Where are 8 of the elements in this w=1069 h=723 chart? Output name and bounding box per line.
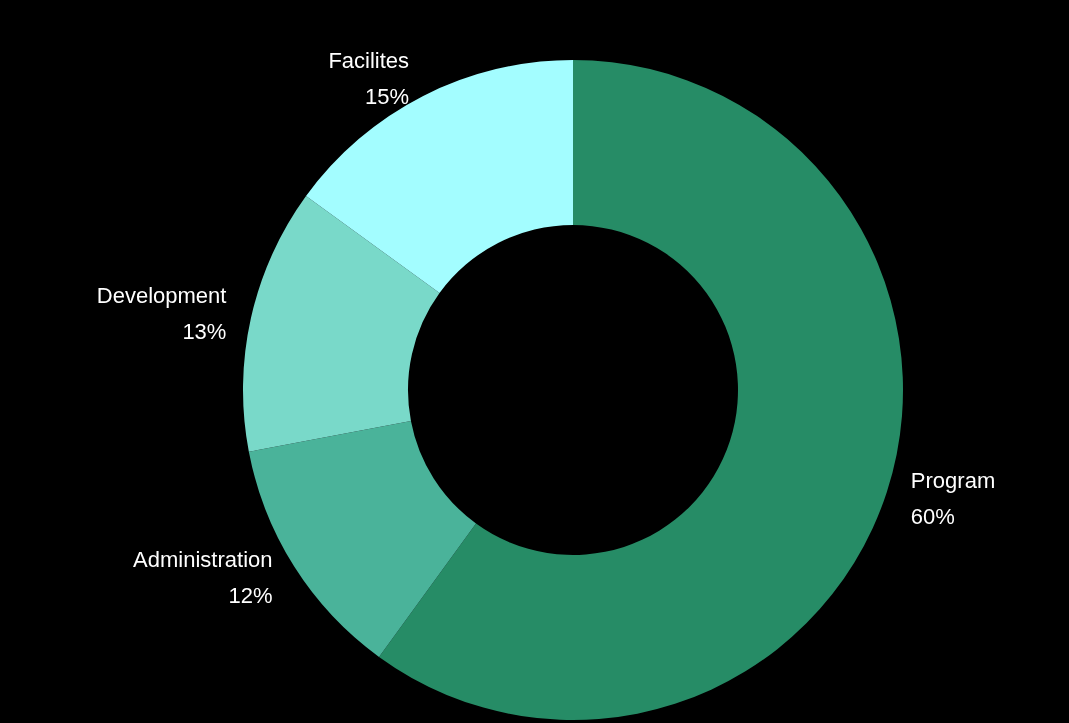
- data-label: 12%: [228, 583, 273, 609]
- data-label: 13%: [182, 319, 227, 345]
- slice-label: Program: [910, 467, 996, 493]
- slice-label: Administration: [133, 547, 273, 573]
- slice-label: Development: [96, 283, 227, 309]
- data-label: 60%: [910, 503, 955, 529]
- slice-label: Facilites: [328, 47, 410, 73]
- data-label: 15%: [365, 83, 410, 109]
